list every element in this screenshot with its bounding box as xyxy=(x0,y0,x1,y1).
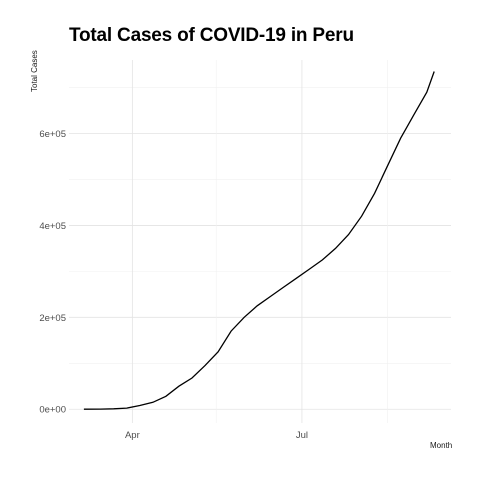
y-tick-label: 2e+05 xyxy=(39,313,66,324)
x-tick-label: Jul xyxy=(296,430,308,441)
y-tick-label: 0e+00 xyxy=(39,405,66,416)
series-line-total-cases xyxy=(83,71,435,410)
x-tick-label: Apr xyxy=(125,430,140,441)
x-axis-label: Month xyxy=(430,441,453,450)
y-tick-label: 4e+05 xyxy=(39,221,66,232)
chart-title: Total Cases of COVID-19 in Peru xyxy=(69,25,354,46)
tick-labels: 0e+00 2e+05 4e+05 6e+05 Apr Jul xyxy=(39,129,308,441)
y-tick-label: 6e+05 xyxy=(39,129,66,140)
data-points xyxy=(84,71,435,409)
grid xyxy=(69,60,451,423)
